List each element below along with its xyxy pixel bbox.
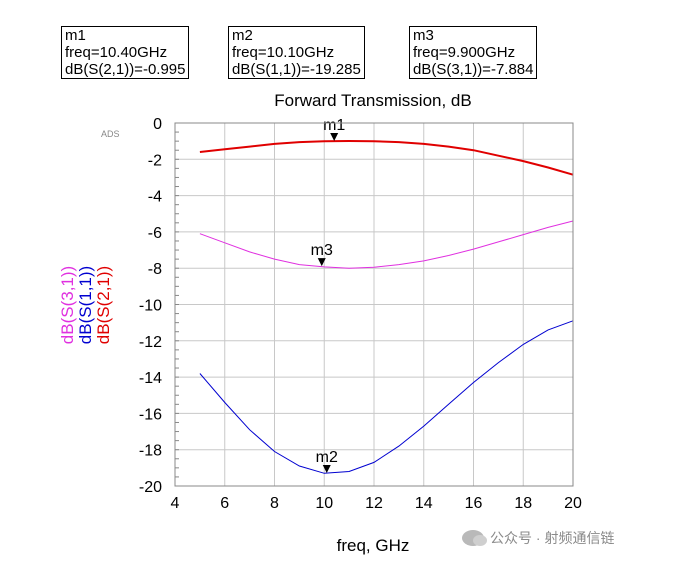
marker-triangle	[317, 258, 326, 267]
y-axis-label: dB(S(2,1))	[94, 266, 113, 344]
y-tick-label: -10	[139, 298, 162, 315]
marker-group: m1 m3 m2	[311, 117, 345, 474]
marker-name: m3	[413, 27, 434, 44]
marker-triangle	[330, 133, 339, 142]
marker-label: m2	[316, 449, 338, 466]
marker-label: m1	[323, 117, 345, 134]
wechat-icon	[462, 530, 487, 546]
watermark-text: 公众号 · 射频通信链	[490, 530, 615, 546]
x-tick-label: 20	[564, 495, 582, 512]
marker-name: m1	[65, 27, 86, 44]
y-tick-label: -12	[139, 334, 162, 351]
x-tick-label: 16	[465, 495, 483, 512]
y-tick-label: -2	[148, 152, 162, 169]
marker-freq: freq=10.40GHz	[65, 44, 168, 61]
y-tick-label: -4	[148, 189, 162, 206]
y-tick-label: -8	[148, 261, 162, 278]
y-tick-label: 0	[153, 116, 162, 133]
marker-value: dB(S(3,1))=-7.884	[413, 61, 534, 78]
x-tick-label: 10	[315, 495, 333, 512]
y-tick-label: -16	[139, 406, 162, 423]
grid	[174, 122, 574, 487]
marker-freq: freq=9.900GHz	[413, 44, 516, 61]
x-axis-label: freq, GHz	[337, 536, 410, 555]
series-line	[199, 320, 574, 474]
y-tick-label: -20	[139, 479, 162, 496]
y-tick-label: -6	[148, 225, 162, 242]
watermark: 公众号 · 射频通信链	[462, 528, 614, 548]
series-line	[199, 139, 574, 176]
marker-name: m2	[232, 27, 253, 44]
marker-label: m3	[311, 242, 333, 259]
series-line	[199, 220, 574, 269]
x-tick-label: 6	[220, 495, 229, 512]
y-axis-label-group: dB(S(3,1)) dB(S(1,1)) dB(S(2,1))	[58, 266, 113, 344]
marker-box-m3: m3 freq=9.900GHz dB(S(3,1))=-7.884	[409, 26, 538, 79]
y-axis-label: dB(S(1,1))	[76, 266, 95, 344]
x-tick-label: 4	[171, 495, 180, 512]
marker-freq: freq=10.10GHz	[232, 44, 335, 61]
plot-frame	[174, 122, 574, 487]
ads-badge: ADS	[101, 129, 120, 139]
marker-value: dB(S(1,1))=-19.285	[232, 61, 361, 78]
marker-triangle	[322, 465, 331, 474]
x-tick-label: 18	[514, 495, 532, 512]
x-tick-label: 14	[415, 495, 433, 512]
x-tick-label: 8	[270, 495, 279, 512]
marker-value: dB(S(2,1))=-0.995	[65, 61, 186, 78]
series-group	[199, 139, 574, 474]
marker-box-m1: m1 freq=10.40GHz dB(S(2,1))=-0.995	[61, 26, 190, 79]
chart-title: Forward Transmission, dB	[274, 91, 471, 110]
x-tick-label: 12	[365, 495, 383, 512]
marker-box-m2: m2 freq=10.10GHz dB(S(1,1))=-19.285	[228, 26, 365, 79]
y-tick-label: -18	[139, 443, 162, 460]
y-tick-label: -14	[139, 370, 162, 387]
y-axis-label: dB(S(3,1))	[58, 266, 77, 344]
ticks: 4 6 8 10 12 14 16 18 20 0 -2 -4 -6 -8 -10 -12 -14 -16 -18 -…	[139, 116, 582, 512]
